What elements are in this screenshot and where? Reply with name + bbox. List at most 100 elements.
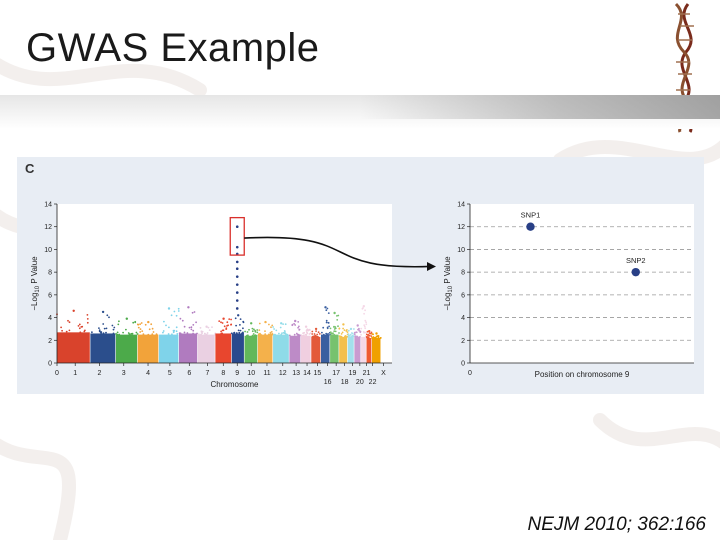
snp-point [193,311,196,313]
snp-point [368,334,371,337]
snp-point [113,326,116,329]
snp-point [171,333,173,336]
snp-point [329,327,332,330]
snp-point [230,323,232,326]
snp-point [314,335,317,338]
chromosome-band-2 [90,310,116,363]
chromosome-band-8 [215,317,233,363]
background-strand [593,413,720,449]
snp-point [61,329,63,332]
snp-peak-point [314,327,318,331]
chromosome-block [90,333,116,363]
y-tick-label: 2 [48,338,52,345]
snp-point [139,323,141,326]
y-tick-label: 8 [461,270,465,277]
snp-point [179,317,182,320]
snp-point [256,329,259,331]
x-tick-label: 21 [363,370,371,377]
title-underline-shadow [360,95,720,119]
snp-point [363,325,366,328]
snp-point [305,330,308,332]
snp-point [325,309,328,312]
snp-point [188,326,191,329]
snp-point [297,326,299,329]
snp-point [211,326,213,328]
background-strand [553,140,720,167]
citation: NEJM 2010; 362:166 [527,514,706,535]
snp-point [132,321,135,324]
snp-point [364,327,367,330]
snp-point [359,336,361,338]
snp-point [220,330,223,333]
x-axis-label: Chromosome [210,380,259,389]
snp-point [170,314,173,317]
snp-point [355,331,358,334]
snp-point [86,314,89,316]
x-axis-label: Position on chromosome 9 [535,370,630,379]
snp-point [151,333,154,335]
snp-point [175,314,178,317]
snp-point [163,320,165,323]
y-tick-label: 10 [457,247,465,254]
chromosome-block [289,335,301,363]
y-tick-label: 12 [457,224,465,231]
snp-point [362,330,365,333]
snp-point [298,334,301,337]
snp-point [237,329,240,332]
snp-point [364,319,367,322]
snp-point [273,328,275,330]
significant-snp-point [235,291,239,294]
snp-point [197,333,199,336]
snp-point [221,322,224,324]
chromosome-block [115,334,138,363]
y-tick-label: 4 [461,315,465,322]
chromosome-band-22 [365,330,373,363]
chromosome-block [215,333,232,363]
snp-point [368,332,371,334]
snp-point [257,333,260,336]
snp-point [258,329,261,331]
snp-peak-point [356,324,359,327]
snp-point [238,331,241,334]
snp-point [230,332,233,335]
significant-snp-point [235,299,239,302]
snp-peak-point [167,307,171,310]
snp-point [81,325,84,328]
x-tick-label: 15 [313,370,321,377]
x-tick-label: 18 [341,379,349,386]
snp-point [258,322,261,325]
x-tick-label: 3 [122,370,126,377]
snp-point [141,330,144,332]
snp-point [322,333,325,336]
y-tick-label: 14 [44,202,52,209]
chromosome-block [361,336,366,363]
snp-point [360,333,362,336]
snp-point [303,334,305,337]
snp-peak-point [72,309,75,312]
snp-point [139,328,142,330]
chromosome-band-3 [115,317,139,363]
snp-point [333,326,335,328]
x-tick-label: 20 [356,379,364,386]
snp-point [279,326,282,329]
chromosome-block [137,334,159,363]
chromosome-block [366,338,372,363]
snp-point [317,331,320,334]
snp-point [305,334,307,337]
x-tick-label: 17 [332,370,340,377]
snp-peak-point [362,305,365,308]
snp-point [347,334,350,337]
snp-point [106,314,109,317]
snp-peak-point [147,320,150,324]
y-axis-label: −Log10 P Value [443,256,454,311]
chromosome-block [300,335,311,363]
snp-point [137,323,140,326]
x-tick-label: 7 [206,370,210,377]
snp-point [248,328,250,331]
snp-point [162,331,164,334]
snp-point [303,331,306,334]
snp-point [172,331,175,334]
x-tick-label: 0 [468,370,472,377]
snp-point [327,322,330,324]
